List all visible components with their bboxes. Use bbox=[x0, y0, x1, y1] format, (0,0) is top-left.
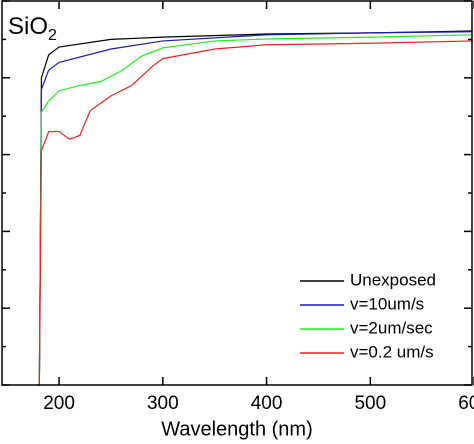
legend-label: Unexposed bbox=[350, 270, 436, 289]
annotation: SiO2 bbox=[8, 13, 57, 44]
x-axis-label: Wavelength (nm) bbox=[161, 418, 313, 440]
series-line bbox=[37, 34, 473, 386]
x-tick-label: 500 bbox=[354, 393, 386, 414]
annotation-subscript: 2 bbox=[48, 27, 57, 44]
series-line bbox=[37, 40, 473, 386]
x-tick-label: 200 bbox=[43, 393, 75, 414]
legend-label: v=10um/s bbox=[350, 294, 424, 313]
plot-frame bbox=[1, 0, 473, 386]
legend-label: v=0.2 um/s bbox=[350, 342, 434, 361]
x-tick-label: 600 bbox=[458, 393, 474, 414]
annotation-text: SiO bbox=[8, 13, 48, 40]
x-tick-label: 400 bbox=[251, 393, 283, 414]
x-tick-label: 300 bbox=[147, 393, 179, 414]
legend-label: v=2um/sec bbox=[350, 318, 433, 337]
